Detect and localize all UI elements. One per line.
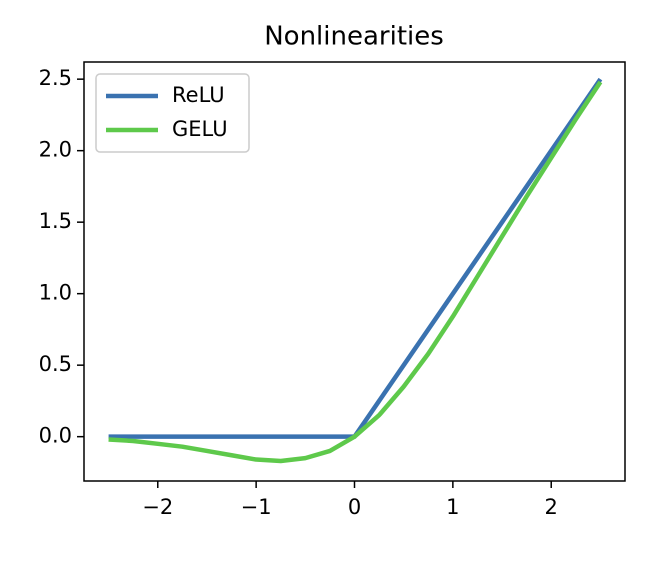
x-tick-label: 0 [348, 495, 361, 519]
x-tick-label: 1 [446, 495, 459, 519]
y-tick-label: 0.5 [39, 352, 72, 376]
y-tick-label: 1.0 [39, 281, 72, 305]
legend-label: GELU [172, 117, 228, 141]
y-tick-label: 2.5 [39, 66, 72, 90]
legend-label: ReLU [172, 83, 225, 107]
plot-frame [83, 61, 626, 482]
y-tick-label: 1.5 [39, 209, 72, 233]
y-tick-label: 0.0 [39, 424, 72, 448]
chart-title: Nonlinearities [264, 22, 444, 52]
x-tick-label: 2 [545, 495, 558, 519]
series-line [108, 80, 603, 464]
x-tick-label: −2 [142, 495, 173, 519]
legend-box [95, 73, 250, 153]
y-tick-label: 2.0 [39, 138, 72, 162]
x-tick-label: −1 [241, 495, 272, 519]
